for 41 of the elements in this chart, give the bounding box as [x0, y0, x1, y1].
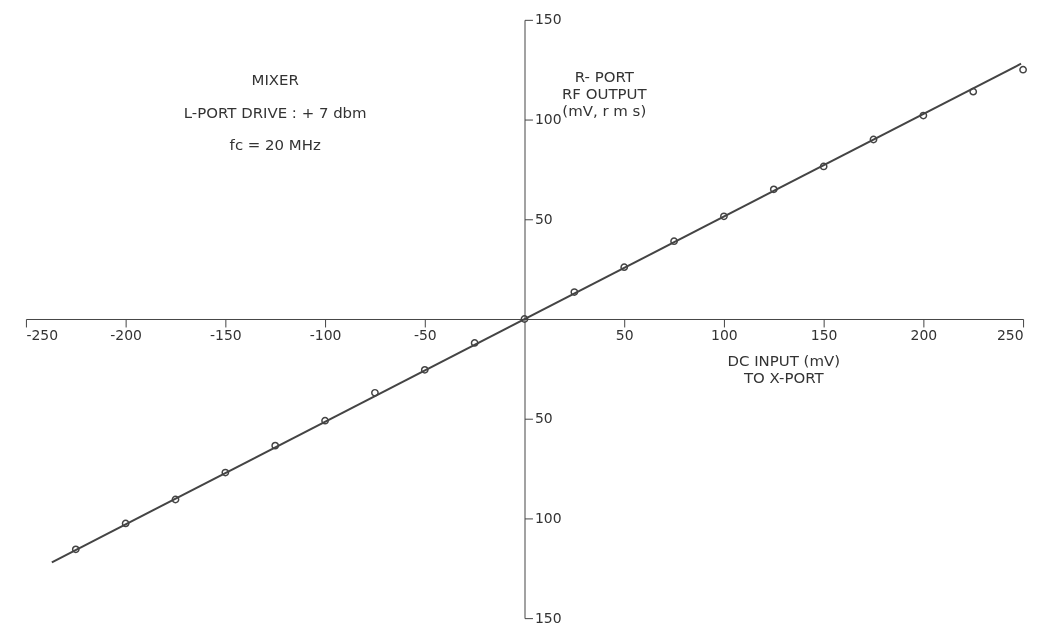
- x-tick-label: -200: [110, 327, 142, 344]
- x-tick-label: 250: [996, 327, 1024, 344]
- point: [221, 468, 230, 477]
- annotation: L-PORT DRIVE : + 7 dbm: [183, 103, 367, 122]
- x-axis-title: DC INPUT (mV) TO X-PORT: [727, 351, 841, 387]
- x-tick-label: 50: [615, 327, 634, 344]
- x-tick-label: -50: [413, 327, 437, 344]
- point: [371, 388, 379, 397]
- point: [969, 87, 978, 96]
- annotation: MIXER: [251, 70, 299, 89]
- y-tick-label: 50: [534, 410, 553, 427]
- point: [470, 339, 479, 347]
- point: [1019, 65, 1027, 74]
- point: [869, 135, 878, 144]
- point: [420, 365, 429, 374]
- point: [520, 315, 529, 323]
- point: [71, 545, 80, 554]
- point: [720, 212, 728, 221]
- y-tick-label: 150: [534, 609, 562, 625]
- x-tick-label: -250: [26, 327, 59, 344]
- x-tick-label: -150: [210, 327, 242, 344]
- point: [121, 519, 130, 528]
- y-tick-label: 150: [534, 11, 562, 28]
- point: [919, 111, 928, 120]
- x-tick-label: 150: [810, 327, 838, 344]
- y-axis-title: R- PORT RF OUTPUT (mV, r m s): [561, 67, 648, 120]
- y-tick-label: 100: [534, 111, 562, 128]
- x-tick-label: 200: [910, 327, 938, 344]
- x-tick-label: -100: [309, 327, 342, 344]
- point: [819, 162, 828, 171]
- point: [171, 495, 180, 504]
- y-tick-label: 50: [534, 210, 553, 227]
- point: [271, 441, 280, 450]
- point: [769, 185, 778, 194]
- point: [620, 263, 629, 272]
- point: [570, 288, 579, 296]
- x-tick-label: 100: [711, 327, 738, 344]
- point: [321, 416, 329, 425]
- point: [670, 237, 678, 246]
- y-tick-label: 100: [534, 509, 562, 526]
- annotation: fc = 20 MHz: [229, 136, 321, 155]
